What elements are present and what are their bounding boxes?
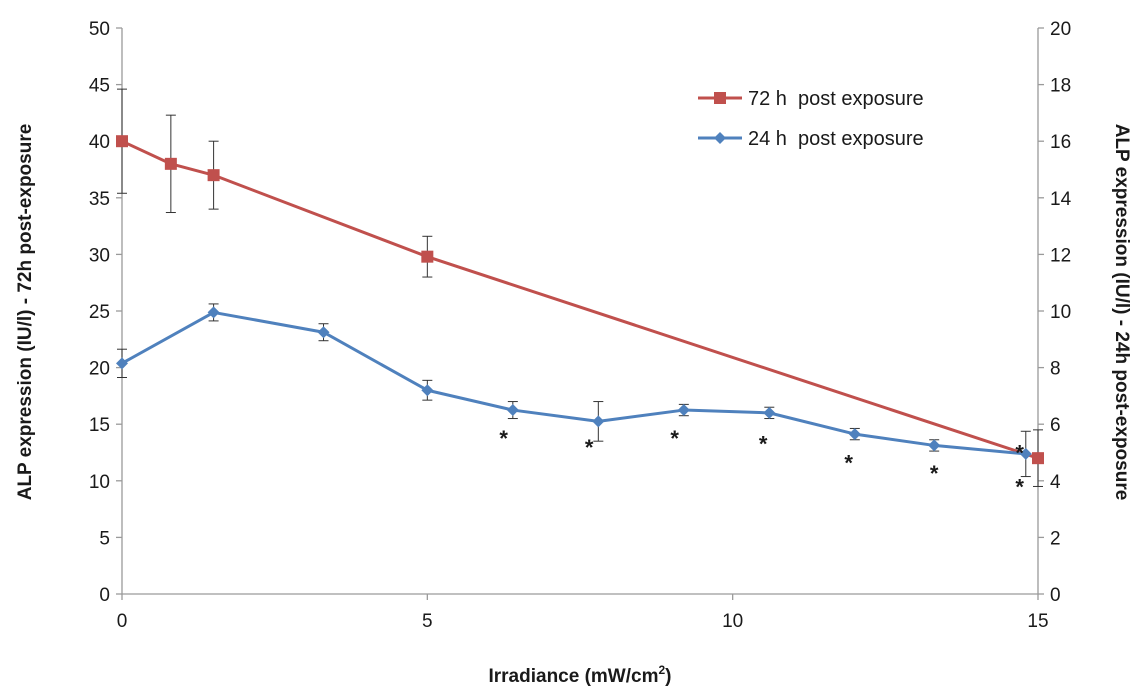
y-left-tick-label: 45 — [89, 76, 110, 97]
data-point — [506, 404, 519, 417]
significance-marker: * — [499, 426, 508, 451]
data-point — [116, 135, 128, 148]
y-left-tick-label: 30 — [89, 245, 110, 266]
data-point — [928, 439, 941, 452]
significance-marker: * — [1015, 474, 1024, 499]
x-tick-label: 0 — [117, 611, 128, 632]
y-right-tick-label: 14 — [1050, 189, 1072, 210]
data-point — [848, 428, 861, 441]
significance-marker: * — [585, 435, 594, 460]
x-tick-label: 10 — [722, 611, 743, 632]
data-point — [116, 357, 128, 370]
data-point — [592, 415, 605, 428]
significance-marker: * — [759, 431, 768, 456]
significance-marker: * — [670, 426, 679, 451]
y-right-tick-label: 12 — [1050, 245, 1071, 266]
series-line — [121, 139, 1039, 460]
legend-entry-72h: 72 h post exposure — [698, 88, 924, 110]
y-left-tick-label: 5 — [99, 528, 110, 549]
y-left-tick-label: 15 — [89, 415, 110, 436]
y-right-tick-label: 4 — [1050, 472, 1061, 493]
y-right-tick-label: 16 — [1050, 132, 1071, 153]
significance-marker: * — [1015, 441, 1024, 466]
series-72h — [116, 88, 1044, 487]
y-left-tick-label: 20 — [89, 359, 110, 380]
legend-label-72h: 72 h post exposure — [748, 88, 924, 110]
data-point — [1032, 452, 1044, 465]
significance-marker: * — [930, 461, 939, 486]
x-axis-title-end: ) — [665, 666, 671, 687]
annotations: * * * * * * * * — [499, 426, 1024, 500]
data-point — [164, 157, 177, 170]
data-point — [207, 306, 220, 319]
x-axis-title-sup: 2 — [658, 663, 665, 677]
data-point — [421, 384, 434, 397]
y-right-tick-label: 8 — [1050, 359, 1061, 380]
y-right-tick-label: 20 — [1050, 19, 1071, 40]
series-lines — [116, 88, 1044, 487]
series-line — [121, 310, 1026, 456]
y-left-tick-label: 40 — [89, 132, 110, 153]
y-axis-right-title: ALP expression (IU/l) - 24h post-exposur… — [1111, 124, 1132, 501]
y-right-tick-label: 6 — [1050, 415, 1061, 436]
y-left-tick-label: 50 — [89, 19, 110, 40]
legend-label-24h: 24 h post exposure — [748, 128, 924, 150]
legend-marker-72h — [714, 92, 726, 104]
y-right-tick-label: 18 — [1050, 76, 1071, 97]
y-axis-left-title: ALP expression (IU/l) - 72h post-exposur… — [15, 124, 36, 501]
legend-marker-24h — [714, 132, 726, 144]
data-point — [763, 406, 776, 419]
data-point — [317, 326, 330, 339]
y-left-tick-label: 0 — [99, 585, 110, 606]
significance-marker: * — [844, 451, 853, 476]
data-point — [1019, 447, 1032, 460]
y-left-tick-label: 10 — [89, 472, 110, 493]
data-point — [677, 404, 690, 417]
x-tick-label: 15 — [1027, 611, 1048, 632]
legend: 72 h post exposure 24 h post exposure — [698, 88, 924, 150]
x-tick-label: 5 — [422, 611, 433, 632]
data-point — [421, 250, 434, 263]
y-right-tick-label: 2 — [1050, 528, 1061, 549]
x-axis-title-main: Irradiance (mW/cm — [488, 666, 658, 687]
series-24h — [116, 303, 1032, 478]
data-point — [207, 169, 220, 182]
y-left-tick-label: 25 — [89, 302, 110, 323]
y-right-tick-label: 0 — [1050, 585, 1061, 606]
axes: 0 5 10 15 20 25 30 35 40 45 50 0 2 4 6 8 10 12 14 16 18 20 0 5 1… — [89, 19, 1072, 632]
x-axis-title: Irradiance (mW/cm2) — [488, 663, 671, 687]
y-right-tick-label: 10 — [1050, 302, 1071, 323]
legend-entry-24h: 24 h post exposure — [698, 128, 924, 150]
y-left-tick-label: 35 — [89, 189, 110, 210]
